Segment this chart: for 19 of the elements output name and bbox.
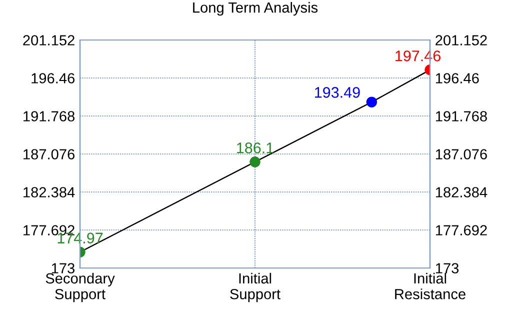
data-label: 186.1 [237,142,274,154]
y-tick-label: 187.076 [24,149,75,160]
y-tick-label: 182.384 [24,187,75,198]
y2-tick-label: 201.152 [436,35,487,46]
x-tick-label: Initial Resistance [395,272,466,300]
y2-tick-label: 182.384 [436,187,488,198]
y2-tick-label: 173 [436,263,459,274]
chart-title: Long Term Analysis [193,2,318,16]
y2-tick-label: 191.768 [436,111,487,122]
y-tick-label: 196.46 [32,73,74,84]
x-tick-label: Initial Support [230,272,280,302]
y-tick-label: 173 [52,263,74,274]
y2-tick-label: 187.076 [436,149,487,160]
y-tick-label: 201.152 [23,35,74,46]
y2-tick-label: 177.692 [436,225,487,236]
y2-tick-label: 196.46 [436,73,479,84]
x-tick-label: Secondary Support [46,272,115,302]
y-tick-label: 191.768 [24,111,75,122]
data-label: 193.49 [314,87,360,98]
